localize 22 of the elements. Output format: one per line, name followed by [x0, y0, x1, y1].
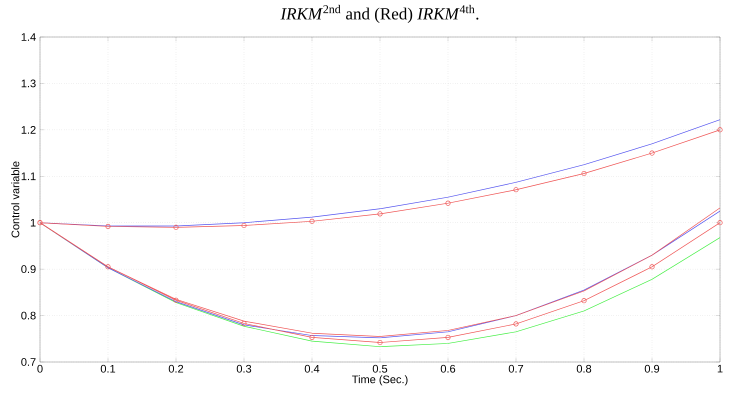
x-tick-label: 1: [718, 364, 723, 372]
y-axis-title: Control variable: [11, 161, 20, 238]
x-tick-label: 0.1: [100, 364, 116, 373]
x-tick-label: 0.9: [644, 364, 660, 373]
x-axis-title: Time (Sec.): [352, 375, 408, 386]
y-tick-label: 1.3: [22, 80, 36, 88]
y-tick-label: 1.2: [22, 126, 36, 134]
y-tick-label: 1: [30, 218, 36, 226]
y-tick-label: 0.8: [21, 312, 36, 320]
x-tick-label: 0.7: [508, 364, 524, 373]
y-tick-label: 1.1: [22, 172, 36, 180]
x-tick-label: 0.3: [236, 364, 252, 373]
x-tick-label: 0.4: [304, 364, 320, 373]
y-tick-label: 1.4: [22, 33, 36, 41]
y-tick-label: 0.9: [21, 265, 36, 274]
text: IRKM$^{2nd}$ and (Red) IRKM$^{4th}$.: [280, 4, 478, 24]
x-tick-label: 0.5: [372, 364, 388, 373]
x-tick-label: 0.2: [168, 364, 184, 373]
x-tick-label: 0.8: [576, 364, 592, 373]
x-tick-label: 0: [37, 364, 43, 373]
x-tick-label: 0.6: [440, 364, 456, 373]
y-tick-label: 0.7: [21, 358, 36, 366]
